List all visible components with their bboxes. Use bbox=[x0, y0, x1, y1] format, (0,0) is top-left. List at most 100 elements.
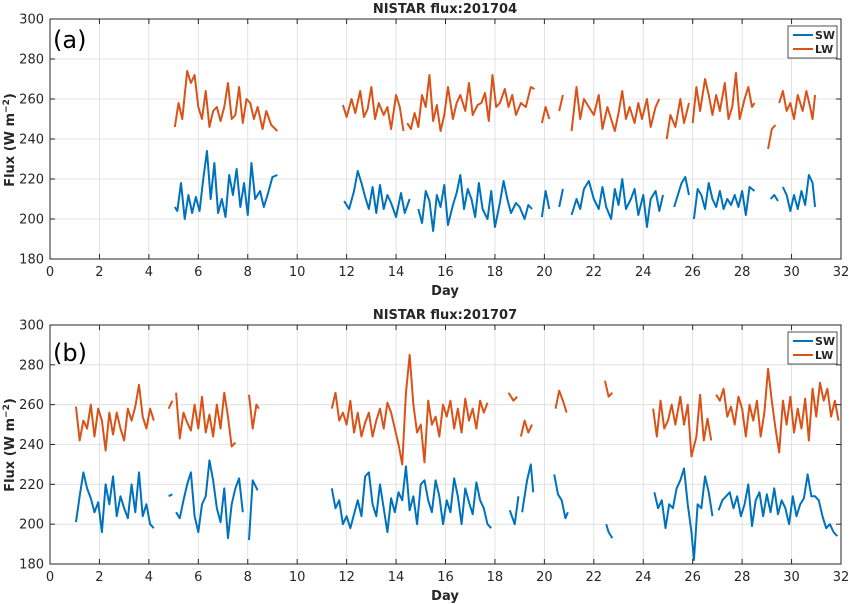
panel-b-xtick-label: 26 bbox=[684, 570, 701, 585]
panel-b-xtick-label: 16 bbox=[437, 570, 454, 585]
panel-b-axes: 0 2 4 6 8 10 12 14 16 18 20 22 24 26 28 30 3218020022024… bbox=[19, 319, 849, 586]
panel-b-lw-line bbox=[175, 391, 237, 448]
panel-b-xtick-label: 4 bbox=[145, 570, 153, 585]
panel-b-sw-line bbox=[247, 479, 259, 541]
panel-a-xtick-label: 32 bbox=[833, 265, 850, 280]
panel-a-xtick-label: 4 bbox=[145, 265, 153, 280]
panel-b-ytick-label: 220 bbox=[19, 478, 44, 493]
panel-b-sw-line bbox=[653, 467, 714, 562]
panel-a-legend: SW LW bbox=[787, 25, 838, 59]
panel-a-ytick-label: 260 bbox=[19, 93, 44, 108]
panel-a-xtick-label: 20 bbox=[536, 265, 553, 280]
panel-b-sw-line bbox=[605, 523, 614, 539]
panel-a-legend-sw-label: SW bbox=[815, 29, 835, 42]
panel-a-ytick-label: 280 bbox=[19, 53, 44, 68]
panel-a-legend-box bbox=[787, 25, 838, 59]
panel-b-xtick-label: 22 bbox=[586, 570, 603, 585]
panel-a-sw-line bbox=[173, 150, 278, 220]
panel-a-ytick-label: 180 bbox=[19, 253, 44, 268]
panel-a-lw-line bbox=[406, 74, 535, 132]
panel-b-ylabel-main: Flux (W m bbox=[3, 418, 18, 492]
panel-a-ylabel: Flux (W m−2) bbox=[2, 93, 18, 187]
panel-a-xtick-label: 6 bbox=[194, 265, 202, 280]
panel-b-xtick-label: 12 bbox=[338, 570, 355, 585]
panel-b-xtick-label: 24 bbox=[635, 570, 652, 585]
panel-a-sw-line bbox=[673, 176, 690, 208]
panel-b-lw-line bbox=[247, 394, 260, 430]
panel-a-lw-line bbox=[778, 90, 817, 120]
panel-b-xtick-label: 8 bbox=[244, 570, 252, 585]
panel-b-ytick-label: 300 bbox=[19, 319, 44, 334]
panel-b-lw-line bbox=[519, 419, 533, 437]
panel-b-sw-line bbox=[168, 493, 173, 498]
panel-a-ytick-label: 240 bbox=[19, 133, 44, 148]
panel-b-sw-line bbox=[521, 463, 535, 513]
panel-a-lw-line bbox=[173, 70, 279, 132]
panel-a-lw-line bbox=[691, 72, 756, 124]
panel-b-xtick-label: 32 bbox=[833, 570, 850, 585]
panel-a-xtick-label: 18 bbox=[487, 265, 504, 280]
panel-a-sw-line bbox=[540, 190, 551, 218]
panel-b-xtick-label: 14 bbox=[388, 570, 405, 585]
panel-b-lw-line bbox=[167, 400, 174, 410]
panel-a-xtick-label: 26 bbox=[684, 265, 701, 280]
panel-a-sw-line bbox=[570, 178, 664, 228]
panel-a-xtick-label: 24 bbox=[635, 265, 652, 280]
panel-a-tag: (a) bbox=[53, 26, 86, 54]
panel-b-lw-line bbox=[507, 392, 518, 402]
panel-a-sw-line bbox=[343, 170, 411, 218]
panel-a-ylabel-main: Flux (W m bbox=[3, 113, 18, 187]
panel-b-lw-line bbox=[652, 393, 713, 458]
panel-b-xtick-label: 2 bbox=[95, 570, 103, 585]
panel-a-sw-line bbox=[782, 174, 817, 212]
panel-b-sw-line bbox=[74, 471, 155, 534]
panel-b-legend-sw-label: SW bbox=[815, 335, 835, 348]
panel-b-xtick-label: 18 bbox=[487, 570, 504, 585]
panel-b-sw-line bbox=[553, 474, 569, 520]
panel-b-lw-line bbox=[715, 367, 840, 454]
panel-b-xlabel: Day bbox=[431, 589, 459, 604]
panel-b-ytick-label: 200 bbox=[19, 518, 44, 533]
panel-a-ytick-label: 300 bbox=[19, 13, 44, 28]
panel-a-ytick-label: 220 bbox=[19, 173, 44, 188]
panel-a-xtick-label: 14 bbox=[388, 265, 405, 280]
panel-a-legend-lw-label: LW bbox=[815, 43, 833, 56]
panel-a-sw-line bbox=[692, 182, 756, 220]
panel-b-legend: SW LW bbox=[787, 331, 838, 365]
panel-a-xtick-label: 28 bbox=[734, 265, 751, 280]
panel-a-lw-line bbox=[341, 86, 405, 132]
panel-a-xtick-label: 30 bbox=[783, 265, 800, 280]
panel-b-ytick-label: 180 bbox=[19, 558, 44, 573]
panel-a-xtick-label: 8 bbox=[244, 265, 252, 280]
panel-a-lw-line bbox=[665, 98, 690, 140]
panel-a-sw-line bbox=[558, 188, 564, 208]
panel-a-lw-line bbox=[540, 106, 551, 124]
panel-b-title: NISTAR flux:201707 bbox=[373, 308, 517, 323]
panel-a-ylabel-sup: −2 bbox=[2, 99, 12, 113]
panel-a-title: NISTAR flux:201704 bbox=[373, 2, 517, 17]
panel-b-ylabel-close: ) bbox=[3, 398, 18, 404]
panel-b-sw-line bbox=[330, 465, 492, 534]
panel-a-sw-line bbox=[769, 194, 779, 202]
panel-a-ytick-label: 200 bbox=[19, 213, 44, 228]
panel-b-xtick-label: 0 bbox=[46, 570, 54, 585]
panel-b-tag: (b) bbox=[53, 339, 87, 367]
panel-a-xtick-label: 22 bbox=[586, 265, 603, 280]
panel-b-lw-line bbox=[603, 380, 614, 398]
panel-b-xtick-label: 28 bbox=[734, 570, 751, 585]
panel-b: NISTAR flux:201707 0 2 4 6 8 10 12 14 16 18 20 22 24… bbox=[2, 308, 849, 604]
panel-b-xtick-label: 6 bbox=[194, 570, 202, 585]
panel-b-lw-line bbox=[74, 383, 155, 452]
panel-a-lw-line bbox=[767, 124, 777, 150]
panel-a-xtick-label: 16 bbox=[437, 265, 454, 280]
panel-b-sw-line bbox=[175, 459, 244, 540]
panel-a-axes: 0 2 4 6 8 10 12 14 16 18 20 22 24 26 28 30 3218020022024… bbox=[19, 13, 849, 281]
panel-a-sw-line bbox=[417, 174, 533, 232]
panel-b-lw-line bbox=[554, 389, 568, 413]
panel-b-sw-line bbox=[717, 473, 839, 537]
panel-b-lw-line bbox=[330, 353, 489, 466]
panel-a-xlabel: Day bbox=[431, 284, 459, 299]
panel-a-lw-line bbox=[570, 86, 661, 132]
panel-b-sw-line bbox=[508, 496, 520, 526]
